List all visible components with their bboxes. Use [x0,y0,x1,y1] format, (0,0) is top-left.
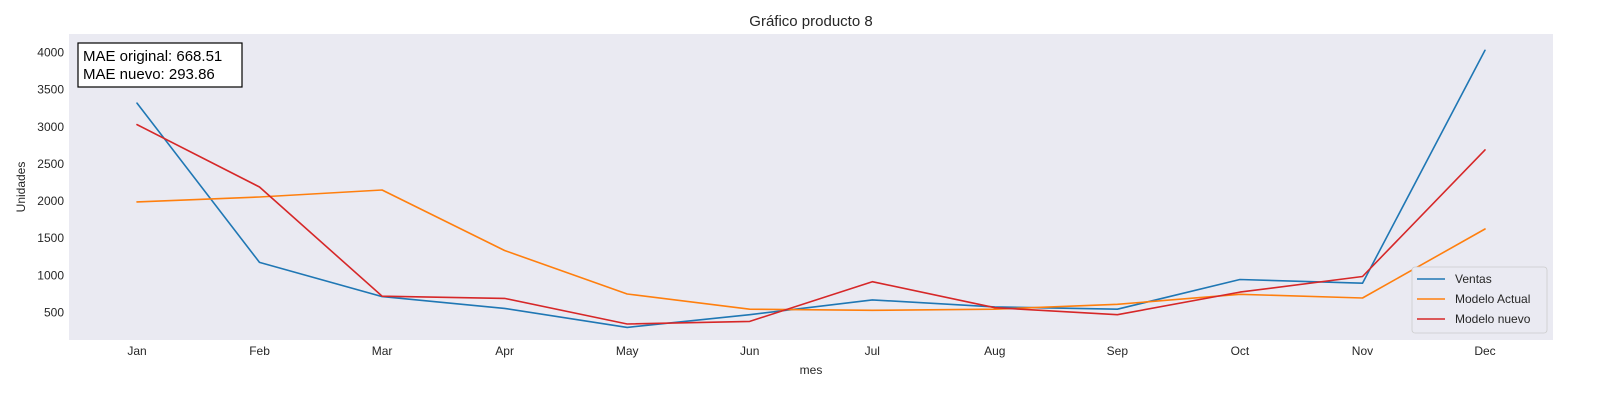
legend-label: Modelo nuevo [1455,312,1531,326]
y-tick-label: 500 [44,306,64,320]
x-tick-label: May [616,344,639,358]
y-tick-label: 1500 [37,231,64,245]
series-lines [136,49,1486,329]
y-tick-label: 4000 [37,46,64,60]
mae-nuevo-text: MAE nuevo: 293.86 [83,66,215,83]
x-axis: Jan Feb Mar Apr May Jun Jul Aug Sep Oct Nov Dec [127,344,1495,358]
y-tick-label: 2500 [37,157,64,171]
y-axis-label: Unidades [14,162,28,213]
x-axis-label: mes [800,363,823,377]
y-tick-label: 2000 [37,194,64,208]
x-tick-label: Sep [1107,344,1129,358]
x-tick-label: Mar [372,344,393,358]
x-tick-label: Nov [1352,344,1373,358]
y-tick-label: 3500 [37,83,64,97]
plot-area [69,34,1553,340]
x-tick-label: Feb [249,344,270,358]
y-tick-label: 1000 [37,268,64,282]
y-axis: 500 1000 1500 2000 2500 3000 3500 4000 [37,46,64,320]
x-tick-label: Jan [127,344,146,358]
x-tick-label: Jun [740,344,759,358]
x-tick-label: Dec [1474,344,1495,358]
chart-title: Gráfico producto 8 [749,13,872,30]
legend-label: Ventas [1455,272,1492,286]
mae-original-text: MAE original: 668.51 [83,48,222,65]
legend: Ventas Modelo Actual Modelo nuevo [1411,266,1548,334]
series-line [136,49,1486,329]
annotation-box [77,42,243,88]
series-line [136,123,1486,325]
y-tick-label: 3000 [37,120,64,134]
x-tick-label: Jul [865,344,880,358]
legend-frame [1411,266,1548,334]
x-tick-label: Aug [984,344,1005,358]
x-tick-label: Oct [1231,344,1250,358]
legend-label: Modelo Actual [1455,292,1530,306]
x-tick-label: Apr [495,344,514,358]
series-line [136,189,1486,312]
mae-annotation-box: MAE original: 668.51 MAE nuevo: 293.86 [77,42,243,88]
